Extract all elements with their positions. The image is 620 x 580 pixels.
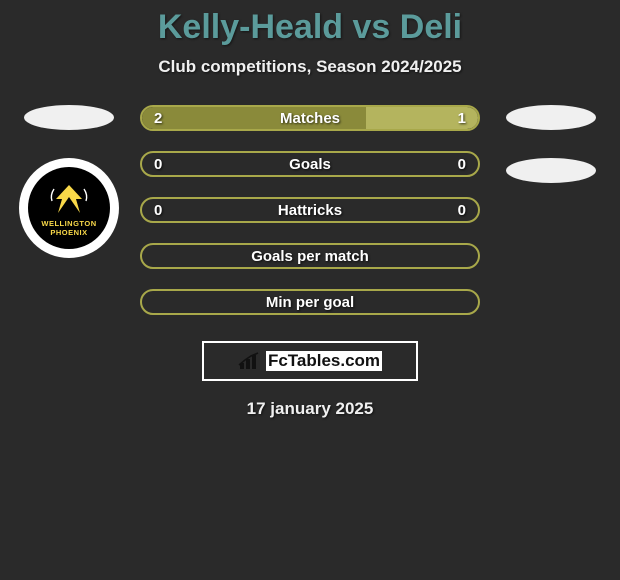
stat-bar: Min per goal <box>140 289 480 315</box>
stat-bar: 00Goals <box>140 151 480 177</box>
snapshot-date: 17 january 2025 <box>0 399 620 419</box>
player-photo-placeholder-right-1 <box>506 105 596 130</box>
stat-bar: 00Hattricks <box>140 197 480 223</box>
bar-label: Matches <box>142 110 478 127</box>
club-badge-left[interactable]: WELLINGTON PHOENIX <box>19 158 119 258</box>
club-badge-inner: WELLINGTON PHOENIX <box>28 167 110 249</box>
stat-bar: Goals per match <box>140 243 480 269</box>
source-attribution[interactable]: FcTables.com <box>202 341 418 381</box>
player-photo-placeholder-left <box>24 105 114 130</box>
right-player-col <box>496 105 606 211</box>
page-title: Kelly-Heald vs Deli <box>0 8 620 47</box>
left-player-col: WELLINGTON PHOENIX <box>14 105 124 258</box>
main-row: WELLINGTON PHOENIX 21Matches 00Goals 00Hat… <box>0 105 620 315</box>
bar-chart-icon <box>238 351 262 371</box>
badge-text-bottom: PHOENIX <box>50 228 87 237</box>
player-photo-placeholder-right-2 <box>506 158 596 183</box>
stat-bar: 21Matches <box>140 105 480 131</box>
source-brand: FcTables.com <box>266 351 382 371</box>
badge-text-top: WELLINGTON <box>41 219 96 228</box>
comparison-widget: Kelly-Heald vs Deli Club competitions, S… <box>0 0 620 419</box>
bar-label: Goals <box>142 156 478 173</box>
bar-label: Goals per match <box>142 248 478 265</box>
subtitle: Club competitions, Season 2024/2025 <box>0 57 620 77</box>
bar-label: Hattricks <box>142 202 478 219</box>
stat-bars: 21Matches 00Goals 00Hattricks Goals per mat… <box>140 105 480 315</box>
phoenix-icon <box>44 179 94 219</box>
bar-label: Min per goal <box>142 294 478 311</box>
